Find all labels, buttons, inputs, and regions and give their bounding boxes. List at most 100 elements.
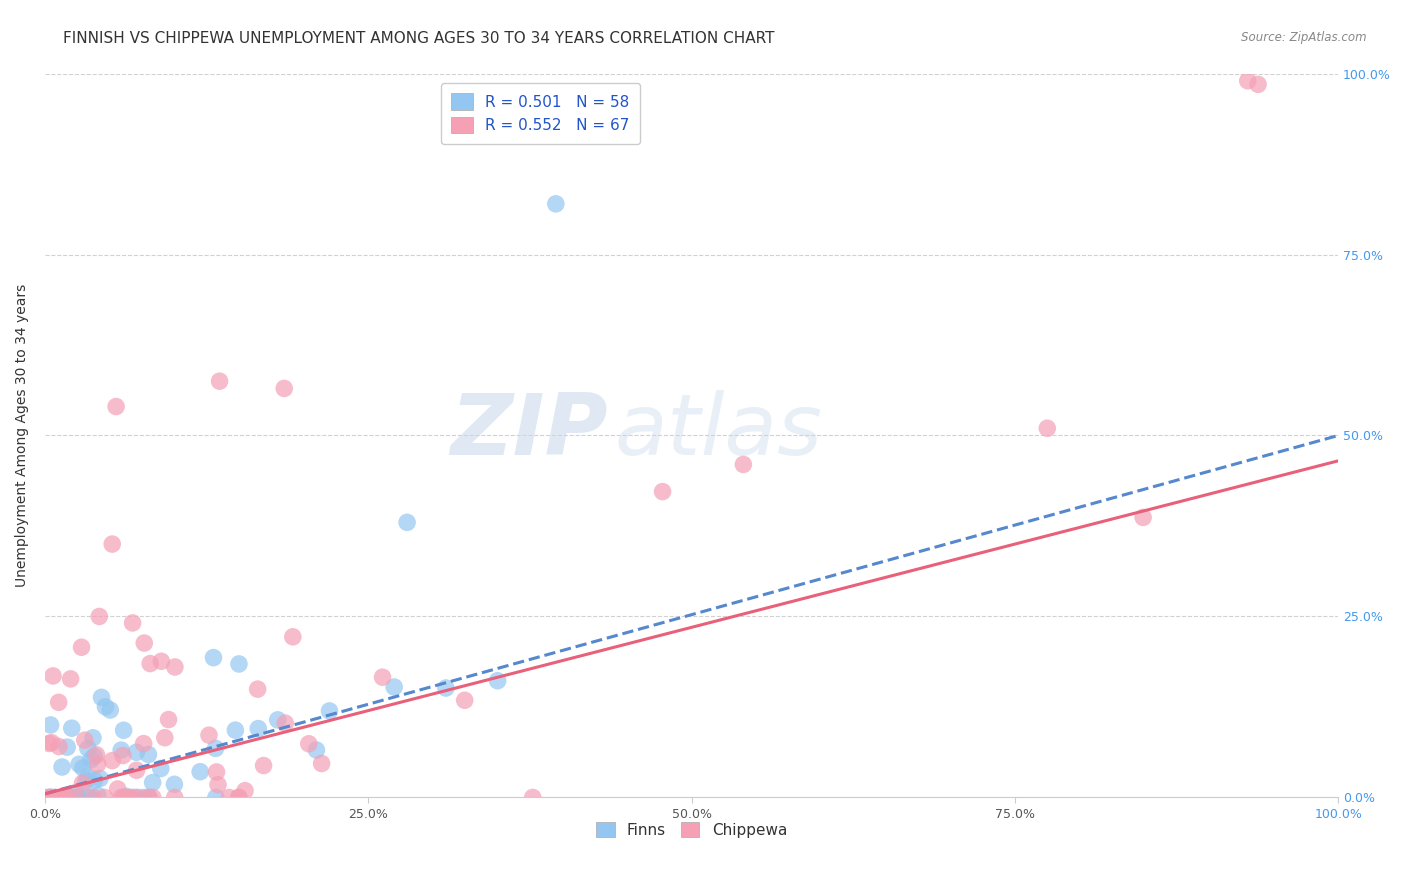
Point	[1236, 74, 1258, 88]
Point	[157, 713, 180, 727]
Point	[48, 695, 70, 709]
Point	[56, 790, 79, 805]
Point	[274, 716, 297, 731]
Point	[246, 682, 269, 697]
Point	[65, 785, 87, 799]
Point	[1132, 510, 1154, 524]
Point	[111, 748, 134, 763]
Point	[150, 654, 173, 668]
Point	[86, 747, 108, 762]
Text: FINNISH VS CHIPPEWA UNEMPLOYMENT AMONG AGES 30 TO 34 YEARS CORRELATION CHART: FINNISH VS CHIPPEWA UNEMPLOYMENT AMONG A…	[63, 31, 775, 46]
Point	[67, 757, 90, 772]
Point	[77, 790, 100, 805]
Point	[188, 764, 211, 779]
Point	[163, 790, 186, 805]
Point	[89, 609, 111, 624]
Point	[51, 790, 73, 805]
Point	[138, 747, 160, 762]
Point	[76, 741, 98, 756]
Point	[139, 657, 162, 671]
Point	[224, 723, 246, 738]
Text: Source: ZipAtlas.com: Source: ZipAtlas.com	[1241, 31, 1367, 45]
Point	[132, 790, 155, 805]
Point	[86, 757, 108, 772]
Point	[205, 764, 228, 779]
Point	[72, 761, 94, 775]
Point	[48, 739, 70, 754]
Point	[1247, 78, 1270, 92]
Point	[110, 743, 132, 757]
Point	[98, 703, 121, 717]
Point	[82, 790, 104, 805]
Point	[115, 789, 138, 804]
Point	[298, 737, 321, 751]
Point	[56, 740, 79, 755]
Point	[66, 790, 89, 805]
Point	[83, 749, 105, 764]
Point	[70, 640, 93, 655]
Point	[153, 731, 176, 745]
Point	[267, 713, 290, 727]
Point	[90, 690, 112, 705]
Point	[396, 516, 419, 530]
Point	[110, 790, 132, 805]
Point	[218, 790, 240, 805]
Point	[311, 756, 333, 771]
Point	[83, 773, 105, 788]
Y-axis label: Unemployment Among Ages 30 to 34 years: Unemployment Among Ages 30 to 34 years	[15, 284, 30, 587]
Point	[121, 615, 143, 630]
Point	[72, 776, 94, 790]
Point	[371, 670, 394, 684]
Point	[58, 790, 80, 805]
Point	[112, 723, 135, 738]
Point	[67, 790, 90, 805]
Point	[66, 790, 89, 805]
Point	[252, 758, 274, 772]
Point	[94, 699, 117, 714]
Point	[105, 400, 128, 414]
Point	[138, 790, 160, 805]
Point	[73, 733, 96, 747]
Point	[434, 681, 457, 695]
Point	[38, 790, 60, 805]
Point	[228, 790, 250, 805]
Point	[101, 537, 124, 551]
Point	[142, 775, 165, 789]
Point	[125, 745, 148, 759]
Point	[142, 790, 165, 805]
Point	[233, 783, 256, 797]
Point	[44, 790, 66, 805]
Point	[134, 636, 156, 650]
Point	[39, 790, 62, 805]
Point	[39, 790, 62, 805]
Point	[107, 781, 129, 796]
Point	[44, 790, 66, 805]
Point	[39, 718, 62, 732]
Point	[125, 764, 148, 778]
Point	[382, 680, 405, 694]
Point	[1036, 421, 1059, 435]
Point	[305, 743, 328, 757]
Point	[454, 693, 477, 707]
Point	[163, 777, 186, 791]
Point	[207, 778, 229, 792]
Point	[51, 790, 73, 805]
Point	[38, 736, 60, 750]
Point	[163, 660, 186, 674]
Text: atlas: atlas	[614, 391, 823, 474]
Point	[65, 790, 87, 805]
Point	[247, 722, 270, 736]
Point	[58, 789, 80, 804]
Point	[86, 789, 108, 803]
Point	[228, 657, 250, 671]
Point	[127, 790, 149, 805]
Point	[124, 790, 146, 805]
Point	[89, 772, 111, 786]
Point	[53, 790, 76, 805]
Point	[51, 760, 73, 774]
Point	[35, 790, 58, 805]
Point	[318, 704, 340, 718]
Point	[76, 770, 98, 784]
Point	[208, 374, 231, 388]
Point	[138, 790, 160, 805]
